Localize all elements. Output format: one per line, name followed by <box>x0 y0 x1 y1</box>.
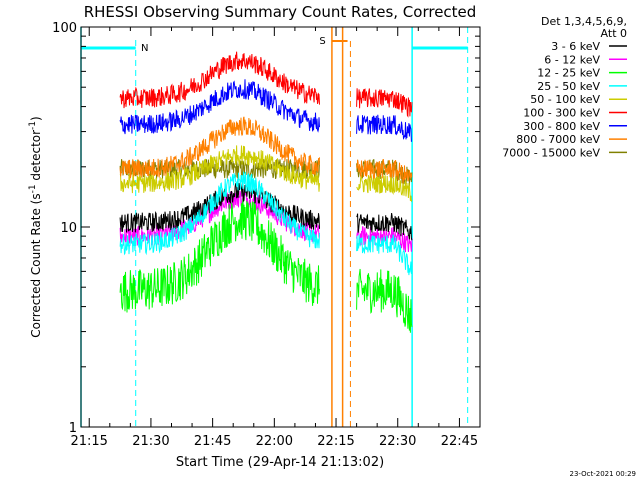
series-trace-7 <box>356 114 412 142</box>
series-trace-3 <box>119 197 320 313</box>
series-trace-8 <box>119 116 320 179</box>
series-trace-6 <box>119 51 320 109</box>
y-axis-label-sup1: -1 <box>28 184 38 193</box>
y-axis-label-main: Corrected Count Rate (s <box>29 193 43 337</box>
plot-frame <box>80 26 481 428</box>
legend-header-line: Att 0 <box>601 27 627 40</box>
y-tick-label: 100 <box>52 21 77 36</box>
legend-label: 50 - 100 keV <box>530 93 600 106</box>
legend-label: 25 - 50 keV <box>537 80 600 93</box>
y-axis-label-sup2: -1 <box>28 121 38 130</box>
chart-title: RHESSI Observing Summary Count Rates, Co… <box>84 3 477 21</box>
x-tick-label: 21:15 <box>70 434 107 449</box>
y-axis-label-mid: detector <box>29 130 43 185</box>
y-axis-label: Corrected Count Rate (s-1 detector-1) <box>28 116 43 337</box>
x-tick-label: 22:30 <box>379 434 416 449</box>
y-tick-label: 1 <box>69 421 77 436</box>
saa-flag-label: S <box>319 36 325 47</box>
series-trace-6 <box>356 88 413 118</box>
x-tick-label: 21:30 <box>132 434 169 449</box>
series-layer <box>119 51 413 333</box>
legend-label: 300 - 800 keV <box>523 120 600 133</box>
series-trace-7 <box>119 79 320 135</box>
legend-label: 100 - 300 keV <box>523 107 600 120</box>
series-trace-4 <box>119 171 320 256</box>
x-tick-label: 21:45 <box>194 434 231 449</box>
legend-label: 3 - 6 keV <box>551 40 600 53</box>
series-trace-1 <box>356 213 413 241</box>
y-tick-label: 10 <box>60 221 77 236</box>
legend-label: 6 - 12 keV <box>544 53 600 66</box>
x-axis-label: Start Time (29-Apr-14 21:13:02) <box>176 455 384 470</box>
axes-layer: 21:15 21:30 21:45 22:00 22:15 22:30 22:45 1 10 10… <box>52 21 480 449</box>
timestamp: 23-Oct-2021 00:29 <box>570 470 636 478</box>
y-axis-label-end: ) <box>29 116 43 121</box>
series-trace-4 <box>356 234 413 276</box>
x-tick-label: 22:00 <box>256 434 293 449</box>
x-tick-label: 22:15 <box>317 434 354 449</box>
night-flag-label: N <box>141 43 148 54</box>
legend-header-line: Det 1,3,4,5,6,9, <box>541 15 627 28</box>
series-trace-5 <box>356 174 413 203</box>
legend-label: 12 - 25 keV <box>537 67 600 80</box>
x-tick-label: 22:45 <box>441 434 478 449</box>
legend-label: 7000 - 15000 keV <box>502 146 600 159</box>
series-trace-8 <box>356 158 413 184</box>
flag-layer: NS <box>80 27 469 427</box>
series-trace-3 <box>356 268 413 333</box>
legend-label: 800 - 7000 keV <box>516 133 600 146</box>
